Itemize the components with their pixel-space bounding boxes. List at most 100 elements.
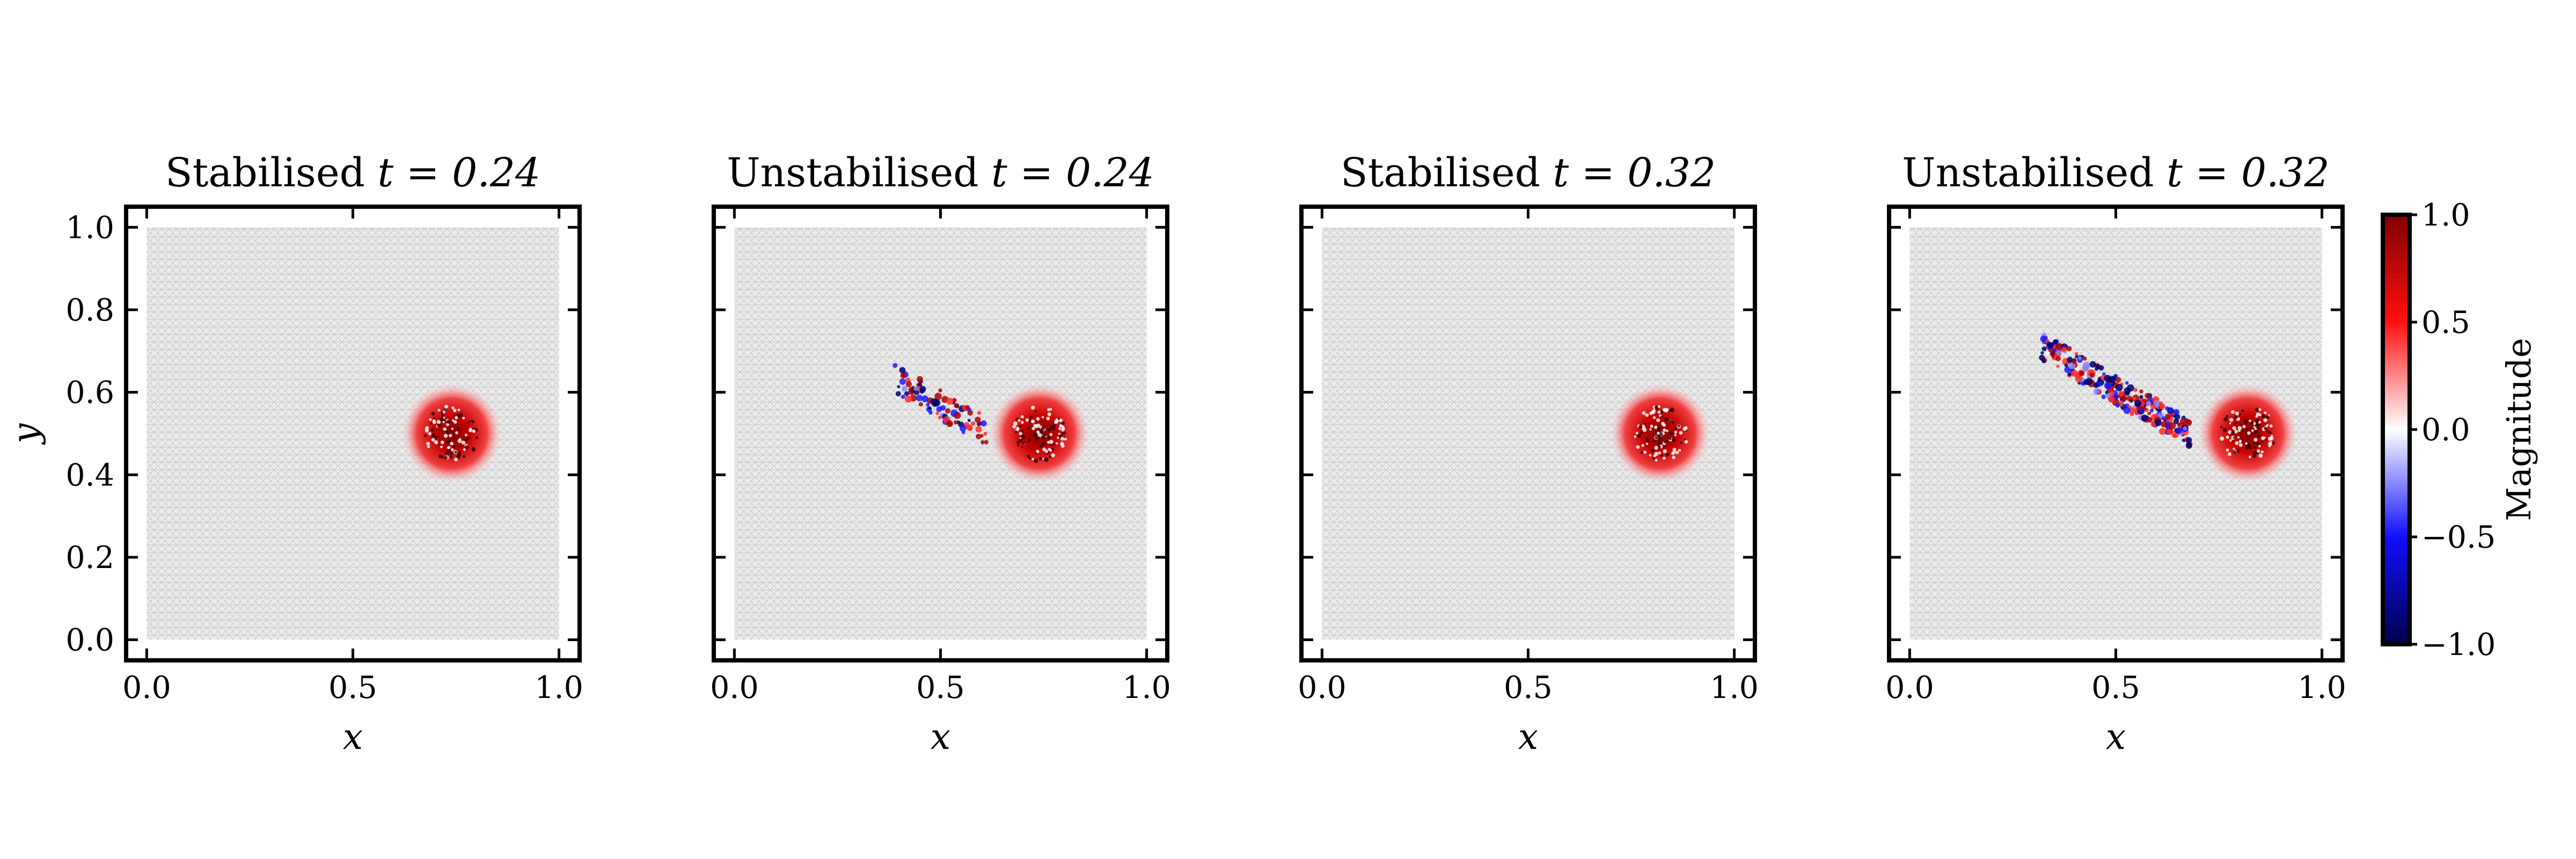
speckle-point: [1671, 438, 1676, 442]
speckle-point: [2260, 450, 2264, 454]
speckle-point: [1051, 453, 1055, 457]
noise-point: [2071, 370, 2078, 377]
speckle-point: [1650, 448, 1655, 453]
speckle-point: [1019, 432, 1023, 435]
speckle-point: [1652, 457, 1656, 460]
speckle-point: [1669, 431, 1673, 436]
speckle-point: [1038, 457, 1042, 460]
noise-point: [2067, 356, 2073, 363]
speckle-point: [1657, 441, 1662, 446]
speckle-point: [440, 440, 444, 445]
noise-point: [954, 420, 958, 425]
speckle-point: [463, 455, 466, 458]
speckle-point: [1660, 454, 1663, 457]
panel-title-time: t = 0.24: [991, 150, 1154, 196]
noise-point: [967, 425, 973, 431]
speckle-point: [1028, 457, 1031, 460]
speckle-point: [1645, 437, 1648, 440]
noise-point: [2079, 370, 2085, 376]
noise-point: [2109, 391, 2114, 397]
panel-3: 0.0 0.5 1.0 x Stabilised t = 0.32: [1298, 150, 1759, 758]
speckle-point: [456, 427, 460, 431]
noise-artifacts: [2039, 332, 2193, 449]
speckle-point: [461, 440, 466, 445]
speckle-point: [441, 412, 444, 414]
noise-point: [954, 413, 958, 417]
speckle-point: [2238, 413, 2242, 416]
speckle-point: [1677, 424, 1680, 427]
noise-point: [938, 416, 942, 420]
speckle-point: [1641, 443, 1645, 447]
noise-point: [946, 397, 954, 405]
noise-point: [2083, 379, 2090, 385]
speckle-point: [1658, 445, 1661, 448]
speckle-point: [2243, 419, 2248, 424]
speckle-point: [1046, 416, 1050, 421]
speckle-point: [455, 421, 457, 424]
speckle-point: [1058, 427, 1062, 431]
speckle-point: [472, 420, 475, 424]
noise-point: [938, 388, 942, 392]
speckle-point: [2220, 436, 2223, 440]
noise-point: [2055, 355, 2061, 361]
speckle-point: [1050, 425, 1054, 430]
speckle-point: [475, 436, 479, 439]
speckle-point: [1057, 417, 1060, 420]
speckle-point: [1661, 421, 1665, 426]
x-tick-label: 0.5: [916, 670, 965, 705]
speckle-point: [464, 445, 469, 450]
speckle-point: [431, 411, 435, 416]
panel-title-text: Stabilised: [165, 150, 378, 196]
noise-point: [975, 426, 982, 433]
speckle-point: [1666, 430, 1668, 432]
speckle-point: [1659, 410, 1664, 414]
speckle-point: [1036, 431, 1040, 434]
speckle-point: [424, 435, 427, 438]
speckle-point: [454, 416, 458, 420]
noise-point: [2133, 388, 2138, 392]
y-axis-label: y: [5, 423, 46, 445]
noise-point: [2074, 352, 2079, 356]
noise-point: [892, 363, 898, 368]
speckle-point: [1680, 441, 1682, 444]
x-tick-label: 0.0: [710, 670, 759, 705]
speckle-point: [1039, 445, 1042, 448]
noise-point: [2082, 363, 2089, 372]
panel-title: Stabilised t = 0.32: [1341, 150, 1716, 196]
speckle-point: [2238, 443, 2243, 447]
x-tick-label: 0.5: [1504, 670, 1553, 705]
noise-point: [984, 440, 989, 445]
speckle-point: [1665, 439, 1669, 443]
noise-point: [2176, 427, 2183, 434]
speckle-point: [457, 439, 462, 443]
speckle-point: [1669, 419, 1673, 423]
x-tick-label: 0.5: [2091, 670, 2140, 705]
speckle-point: [2233, 447, 2235, 450]
speckle-point: [457, 409, 460, 411]
noise-point: [945, 408, 950, 414]
speckle-point: [1020, 415, 1024, 419]
noise-point: [2121, 395, 2127, 402]
speckle-point: [1634, 435, 1637, 438]
speckle-point: [1041, 426, 1045, 431]
speckle-point: [1030, 419, 1035, 424]
speckle-point: [1644, 423, 1646, 425]
speckle-point: [1670, 407, 1674, 411]
noise-point: [2139, 395, 2143, 399]
speckle-point: [448, 446, 451, 449]
noise-point: [2185, 442, 2192, 449]
speckle-point: [1031, 457, 1035, 461]
speckle-point: [2238, 429, 2241, 432]
speckle-point: [1655, 458, 1658, 462]
speckle-point: [450, 448, 454, 452]
noise-point: [2118, 391, 2124, 397]
speckle-point: [451, 427, 454, 430]
colorbar-tick-label: 1.0: [2421, 198, 2470, 233]
noise-point: [934, 392, 942, 400]
speckle-point: [437, 409, 441, 412]
speckle-point: [1025, 418, 1029, 422]
speckle-point: [2268, 431, 2272, 434]
speckle-point: [1047, 412, 1051, 417]
speckle-point: [2246, 443, 2251, 447]
noise-point: [2089, 361, 2096, 368]
